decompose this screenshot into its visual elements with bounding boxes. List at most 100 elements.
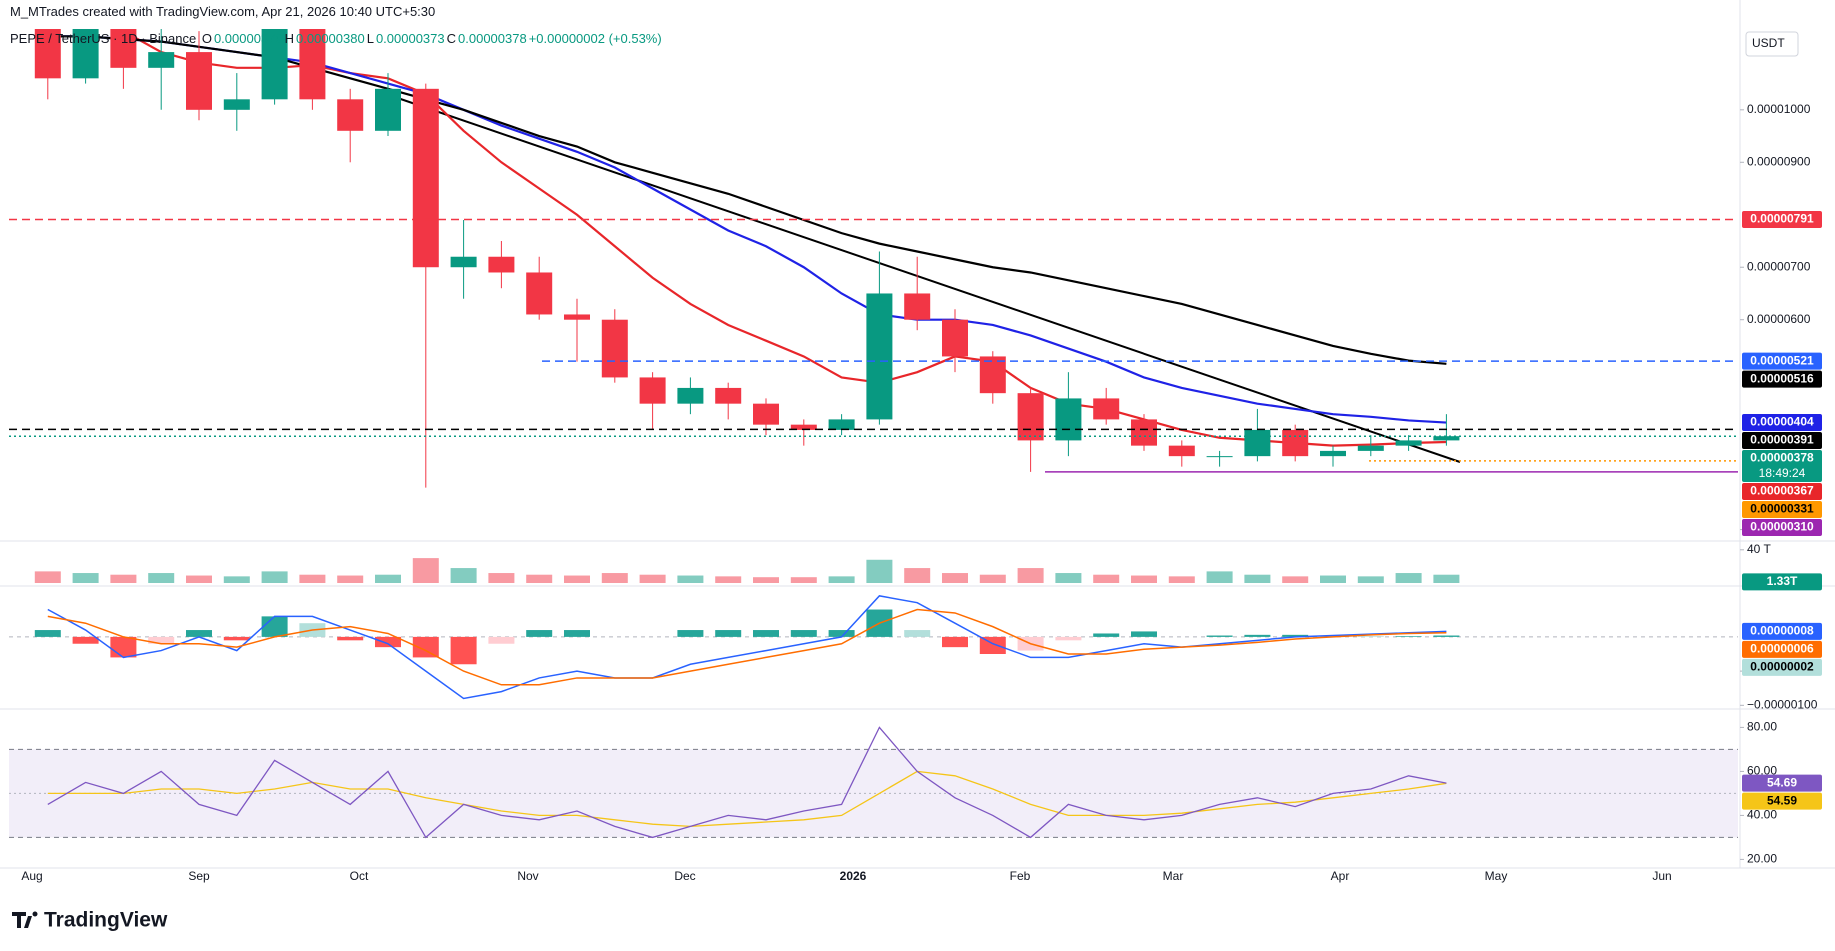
- candle-body: [1093, 398, 1120, 420]
- ohlc-value: 0.00000380: [296, 31, 365, 46]
- candle-body: [72, 29, 99, 79]
- candle-body: [34, 29, 61, 79]
- price-tag: [1742, 519, 1822, 537]
- logo-text: TradingView: [44, 909, 168, 932]
- candle-body: [639, 377, 666, 404]
- volume-bar: [1357, 576, 1384, 583]
- price-tag: [1742, 483, 1822, 501]
- author: M_MTrades created with TradingView.com, …: [10, 4, 436, 19]
- price-tag: [1742, 501, 1822, 519]
- trendline: [385, 93, 1461, 463]
- symbol: PEPE / TetherUS · 1D · Binance: [10, 31, 197, 46]
- volume-bar: [110, 574, 137, 583]
- volume-bar: [1055, 573, 1082, 583]
- volume-bar: [1320, 575, 1346, 583]
- x-tick-label: May: [1485, 869, 1508, 883]
- candle-body: [1282, 429, 1309, 457]
- volume-bar: [1433, 574, 1460, 583]
- x-tick-label: Oct: [350, 869, 369, 883]
- histogram-bar: [1093, 633, 1120, 637]
- price-tag-label: 0.00000006: [1750, 642, 1814, 656]
- volume-bar: [601, 573, 628, 583]
- price-tag: [1742, 774, 1822, 792]
- histogram-bar: [337, 636, 364, 641]
- volume-bar: [942, 573, 968, 583]
- x-tick-label: Nov: [517, 869, 538, 883]
- histogram-bar: [148, 636, 175, 644]
- volume-bar: [753, 577, 779, 583]
- candle-body: [1320, 450, 1346, 457]
- macd-line: [47, 595, 1447, 700]
- y-tick-label: 60.00: [1747, 764, 1777, 778]
- histogram-bar: [1357, 636, 1384, 637]
- volume-bar: [526, 574, 553, 583]
- y-tick-label: 0.00000900: [1747, 154, 1811, 168]
- candle-body: [1244, 429, 1271, 457]
- rsi-band: [9, 749, 1738, 838]
- histogram-bar: [715, 630, 742, 637]
- header: M_MTrades created with TradingView.com, …: [10, 4, 664, 46]
- price-tag-label: 0.00000378: [1750, 451, 1814, 465]
- volume-bar: [1131, 575, 1157, 583]
- candle-body: [375, 88, 401, 131]
- price-tag-label: 0.00000002: [1750, 660, 1814, 674]
- candle-body: [1131, 419, 1157, 446]
- histogram-bar: [223, 636, 250, 641]
- price-tag: [1742, 210, 1822, 228]
- price-tag-label: 0.00000331: [1750, 502, 1814, 516]
- histogram-bar: [1433, 635, 1460, 637]
- price-tag: [1742, 622, 1822, 640]
- ohlc-value: 0.00000373: [375, 31, 445, 46]
- histogram-bar: [72, 636, 99, 644]
- moving-average: [47, 35, 1447, 424]
- y-tick-label: 80.00: [1747, 720, 1777, 734]
- currency-box[interactable]: [1745, 31, 1799, 57]
- rsi-ma: [47, 770, 1447, 828]
- volume-bar: [148, 573, 175, 583]
- x-tick-label: Sep: [188, 869, 210, 883]
- price-tag: [1742, 370, 1822, 388]
- y-tick-label: 20.00: [1747, 852, 1777, 866]
- candle-body: [1055, 398, 1082, 441]
- currency[interactable]: USDT: [1752, 36, 1785, 50]
- y-tick-label: 40.00: [1747, 808, 1777, 822]
- change: +0.00000002 (+0.53%): [528, 31, 662, 46]
- volume-bar: [412, 558, 439, 583]
- volume-bar: [677, 575, 704, 583]
- candle-body: [1168, 445, 1195, 457]
- candle-body: [564, 314, 590, 320]
- price-tag-label: 0.00000791: [1750, 212, 1814, 226]
- candle-body: [488, 256, 515, 273]
- histogram-bar: [904, 630, 931, 637]
- y-tick-label: −0.00000100: [1747, 697, 1818, 711]
- volume-bar: [1244, 574, 1271, 583]
- panel: [9, 595, 1738, 700]
- price-tag: [1742, 792, 1822, 810]
- x-tick-label: Dec: [674, 869, 695, 883]
- histogram-bar: [1131, 631, 1157, 637]
- x-tick-label: Jun: [1652, 869, 1671, 883]
- candle-body: [1017, 393, 1044, 441]
- candle-body: [450, 256, 477, 268]
- candle-body: [1206, 456, 1233, 458]
- ohlc-value: 0.00000376: [213, 31, 283, 46]
- volume-bar: [223, 576, 250, 583]
- rsi-line: [47, 726, 1447, 839]
- volume-bar: [1206, 571, 1233, 583]
- price-tag-label: 0.00000391: [1750, 433, 1814, 447]
- histogram-bar: [261, 616, 288, 637]
- histogram-bar: [828, 630, 855, 637]
- signal-line: [47, 608, 1447, 686]
- candle-body: [866, 293, 893, 420]
- price-tag-label: 54.59: [1767, 793, 1797, 807]
- x-tick-label: Aug: [21, 869, 42, 883]
- price-tag: [1742, 450, 1822, 483]
- candle-body: [1357, 445, 1384, 451]
- countdown: 18:49:24: [1759, 466, 1806, 480]
- x-tick-label: Apr: [1331, 869, 1350, 883]
- volume-bar: [34, 571, 61, 583]
- histogram-bar: [1244, 634, 1271, 637]
- price-tag: [1742, 432, 1822, 450]
- candle-body: [753, 403, 779, 425]
